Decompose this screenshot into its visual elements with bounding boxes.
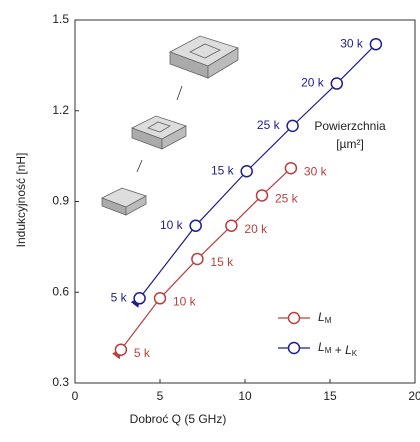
x-tick-label: 5: [157, 389, 164, 403]
legend-marker: [287, 311, 301, 325]
y-tick-label: 1.5: [52, 12, 69, 26]
data-point: [255, 189, 269, 202]
data-point: [153, 292, 167, 305]
data-point: [133, 292, 146, 305]
legend-marker: [287, 341, 301, 355]
legend-label: LM + LK: [318, 340, 358, 358]
point-label: 30 k: [340, 36, 364, 50]
y-axis-label: Indukcyjność [nH]: [14, 153, 28, 248]
x-axis-label: Dobroć Q (5 GHz): [130, 412, 227, 426]
point-label: 10 k: [173, 294, 197, 308]
data-point: [369, 37, 383, 51]
data-point: [240, 165, 253, 178]
data-point: [286, 119, 299, 133]
data-point: [330, 77, 344, 90]
series-line: [111, 167, 292, 360]
data-point: [189, 219, 202, 232]
y-tick-label: 0.9: [52, 194, 69, 208]
data-point: [191, 252, 204, 266]
y-tick-label: 1.2: [52, 103, 69, 117]
point-label: 10 k: [160, 218, 184, 232]
spiral-illustrations: [101, 35, 239, 216]
point-label: 25 k: [275, 192, 299, 206]
x-tick-label: 10: [238, 389, 252, 403]
series-line: [130, 43, 377, 308]
point-label: 5 k: [111, 290, 128, 304]
legend-label: LM: [318, 310, 332, 325]
annotation: [µm²]: [336, 137, 364, 151]
x-tick-label: 20: [408, 389, 420, 403]
data-point: [225, 219, 238, 232]
annotation: Powierzchnia: [314, 119, 386, 133]
point-label: 20 k: [301, 76, 325, 90]
y-tick-label: 0.3: [52, 375, 69, 389]
data-point: [284, 161, 298, 175]
x-tick-label: 15: [323, 389, 337, 403]
data-point: [114, 343, 128, 356]
point-label: 15 k: [211, 163, 235, 177]
point-label: 25 k: [257, 118, 281, 132]
x-tick-label: 0: [72, 389, 79, 403]
point-label: 20 k: [244, 222, 268, 236]
y-tick-label: 0.6: [52, 284, 69, 298]
point-label: 15 k: [210, 255, 234, 269]
point-label: 5 k: [134, 346, 151, 360]
point-label: 30 k: [304, 164, 328, 178]
